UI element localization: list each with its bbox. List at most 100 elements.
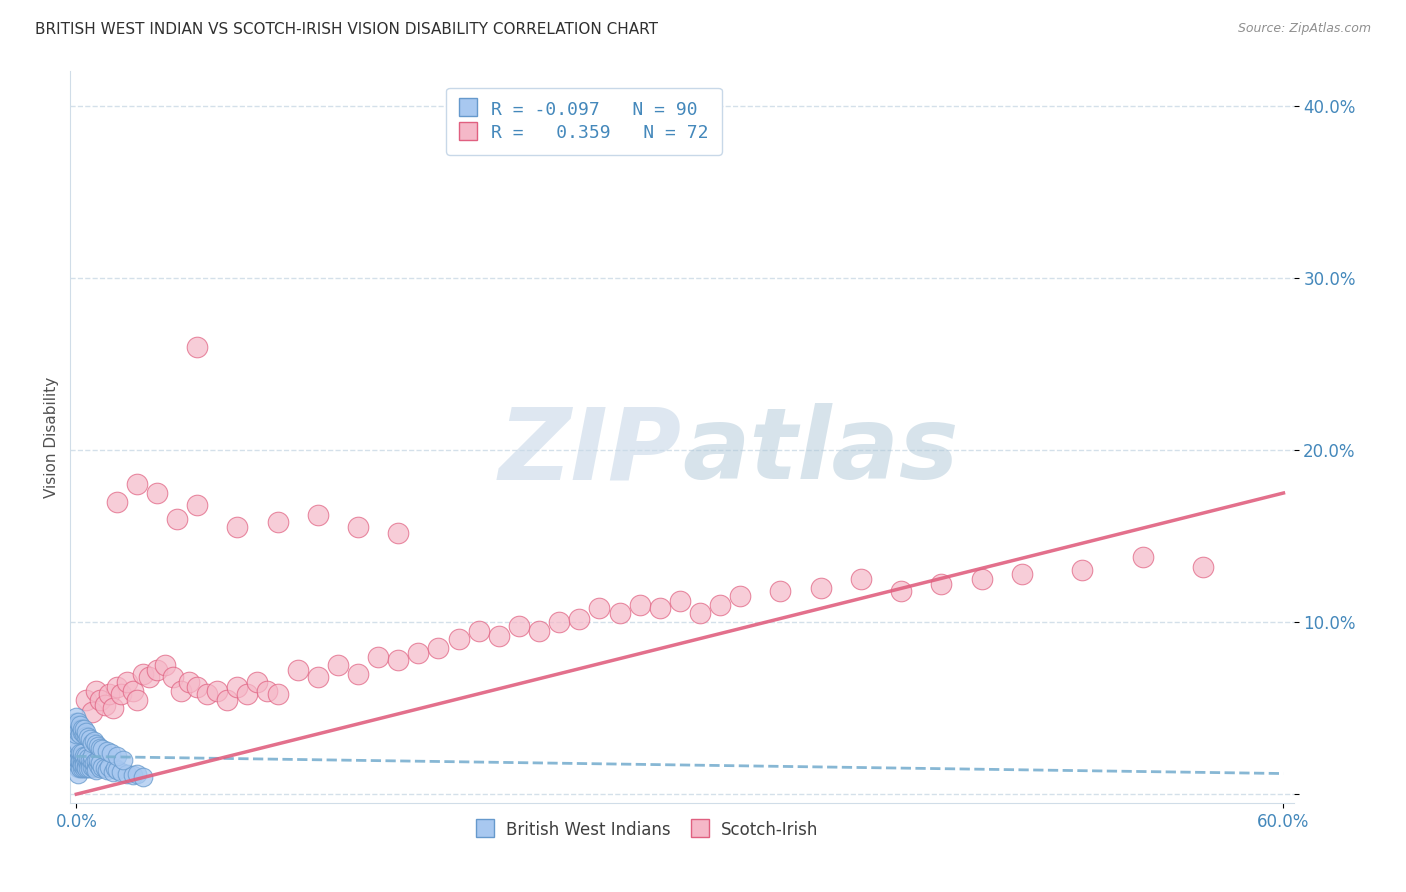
Point [508,618,530,632]
Point [65,714,87,729]
Point [69,749,91,764]
Point [186,340,208,354]
Point [69,753,91,767]
Point [69,746,91,760]
Point [69,759,91,773]
Point [86,759,108,773]
Point [105,681,128,695]
Point [77,751,100,765]
Point [65,727,87,741]
Point [408,646,430,660]
Text: Source: ZipAtlas.com: Source: ZipAtlas.com [1237,22,1371,36]
Point [810,581,832,595]
Point [73,761,96,775]
Point [115,766,138,780]
Point [195,687,218,701]
Point [266,516,288,530]
Text: ZIP: ZIP [499,403,682,500]
Point [568,612,591,626]
Point [105,763,128,777]
Point [79,758,101,772]
Point [75,692,97,706]
Point [689,607,711,621]
Point [67,735,90,749]
Point [447,632,470,647]
Point [110,764,132,779]
Point [75,759,97,773]
Text: BRITISH WEST INDIAN VS SCOTCH-IRISH VISION DISABILITY CORRELATION CHART: BRITISH WEST INDIAN VS SCOTCH-IRISH VISI… [35,22,658,37]
Point [72,749,94,764]
Point [65,710,87,724]
Point [1192,560,1215,574]
Point [83,761,105,775]
Point [86,763,108,777]
Point [87,739,110,753]
Point [91,759,114,773]
Point [77,761,100,775]
Point [256,684,278,698]
Point [72,722,94,736]
Point [82,755,104,769]
Point [72,761,94,775]
Point [931,577,953,591]
Point [67,725,90,739]
Point [527,624,550,638]
Point [79,753,101,767]
Point [849,572,872,586]
Point [132,666,155,681]
Point [728,589,751,603]
Point [488,629,510,643]
Point [769,584,792,599]
Point [69,727,91,741]
Point [91,742,114,756]
Point [75,761,97,775]
Point [77,756,100,771]
Point [69,755,91,769]
Point [153,658,176,673]
Point [105,494,128,508]
Point [75,725,97,739]
Point [1132,549,1154,564]
Point [103,761,125,775]
Point [326,658,349,673]
Point [82,749,104,764]
Point [467,624,489,638]
Point [588,601,610,615]
Point [67,722,90,736]
Point [125,692,148,706]
Point [67,753,90,767]
Point [73,749,96,764]
Point [186,498,208,512]
Point [72,756,94,771]
Point [93,698,115,712]
Point [82,705,104,719]
Point [205,684,228,698]
Point [367,649,389,664]
Point [73,722,96,736]
Point [115,675,138,690]
Point [89,740,111,755]
Point [146,486,169,500]
Point [427,640,450,655]
Point [101,764,124,779]
Point [72,725,94,739]
Point [166,512,188,526]
Point [79,761,101,775]
Point [669,594,692,608]
Point [628,598,651,612]
Point [287,663,309,677]
Point [387,525,409,540]
Point [177,675,200,690]
Point [67,739,90,753]
Point [75,749,97,764]
Point [89,761,111,775]
Point [236,687,259,701]
Point [93,761,115,775]
Point [709,598,731,612]
Point [648,601,671,615]
Point [87,758,110,772]
Point [100,746,122,760]
Point [67,756,90,771]
Point [226,681,249,695]
Point [67,718,90,732]
